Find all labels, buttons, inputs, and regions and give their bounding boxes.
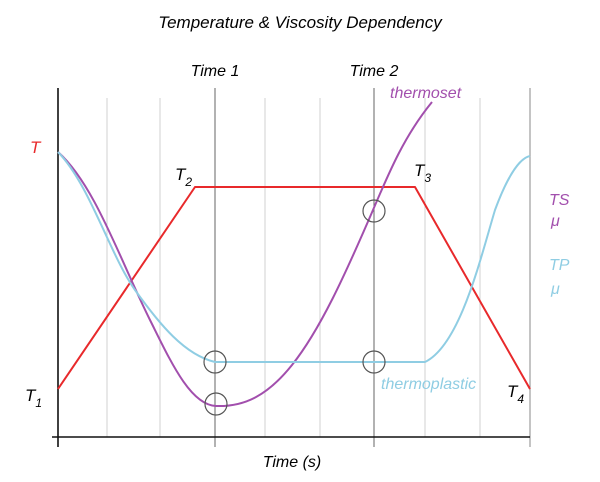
series-line-thermoset [57, 101, 433, 408]
y-axis-label-ts-mu: μ [550, 213, 560, 230]
series-label-thermoplastic: thermoplastic [381, 376, 476, 393]
point-label-t1: T1 [25, 386, 42, 410]
series-line-t [57, 186, 531, 390]
circle-ts-time-1 [204, 392, 228, 416]
y-axis-label-tp-mu: μ [550, 281, 560, 298]
point-label-t2: T2 [175, 165, 192, 189]
axes [52, 88, 530, 447]
circle-tp-time-1 [203, 350, 227, 374]
series [57, 101, 531, 408]
y-axis-label-t: T [30, 138, 42, 157]
marker-label-time-1: Time 1 [191, 63, 240, 80]
chart-title: Temperature & Viscosity Dependency [158, 13, 443, 32]
circle-tp-time-2 [362, 350, 386, 374]
y-axis-label-ts: TS [549, 192, 570, 209]
series-line-thermoplastic [57, 151, 531, 363]
circle-ts-time-2 [362, 199, 386, 223]
x-axis-label: Time (s) [263, 454, 322, 471]
marker-label-time-2: Time 2 [350, 63, 399, 80]
highlight-circles [203, 199, 386, 416]
y-axis-label-tp: TP [549, 257, 570, 274]
grid [106, 88, 531, 447]
point-label-t3: T3 [414, 161, 431, 185]
series-label-thermoset: thermoset [390, 85, 462, 102]
point-label-t4: T4 [507, 382, 524, 406]
